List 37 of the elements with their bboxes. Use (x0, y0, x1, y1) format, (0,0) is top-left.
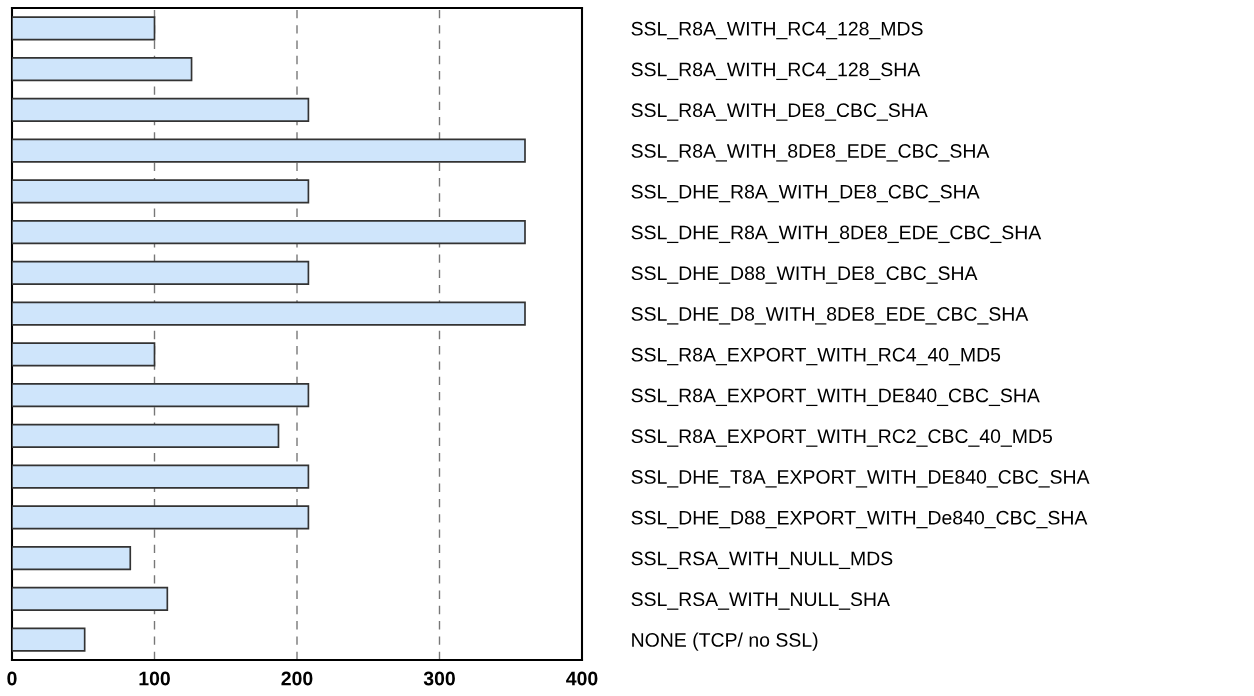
bar (12, 423, 280, 448)
y-tick-label: SSL_R8A_EXPORT_WITH_RC2_CBC_40_MD5 (631, 429, 1052, 447)
bar (12, 260, 310, 285)
y-tick-label: SSL_DHE_D8_WITH_8DE8_EDE_CBC_SHA (631, 307, 1029, 325)
bar (12, 179, 310, 204)
y-tick-label: SSL_RSA_WITH_NULL_MDS (631, 551, 893, 570)
bar (12, 505, 310, 530)
y-tick-label: SSL_RSA_WITH_NULL_SHA (631, 592, 890, 610)
bar (12, 627, 86, 652)
x-tick-label: 100 (139, 671, 170, 686)
x-tick-label: 200 (281, 671, 313, 686)
y-tick-label: SSL_DHE_T8A_EXPORT_WITH_DE840_CBC_SHA (631, 470, 1090, 488)
bar (12, 383, 310, 408)
x-tick-label: 0 (7, 671, 17, 686)
bar (12, 301, 526, 326)
y-tick-label: SSL_DHE_D88_EXPORT_WITH_De840_CBC_SHA (631, 510, 1088, 529)
bar (12, 546, 132, 571)
x-tick-label: 300 (423, 671, 455, 686)
y-tick-label: SSL_R8A_WITH_8DE8_EDE_CBC_SHA (631, 144, 990, 162)
y-tick-label: SSL_R8A_WITH_RC4_128_MDS (631, 21, 923, 40)
bar (12, 586, 169, 611)
y-tick-label: SSL_DHE_D88_WITH_DE8_CBC_SHA (631, 266, 978, 284)
y-tick-label: NONE (TCP/ no SSL) (632, 632, 818, 651)
bar (12, 97, 310, 122)
bar (12, 57, 193, 82)
bar (12, 220, 526, 245)
y-tick-label: SSL_DHE_R8A_WITH_8DE8_EDE_CBC_SHA (631, 225, 1042, 244)
bar (12, 16, 156, 41)
y-tick-label: SSL_R8A_EXPORT_WITH_DE840_CBC_SHA (631, 388, 1040, 407)
y-tick-label: SSL_DHE_R8A_WITH_DE8_CBC_SHA (631, 184, 980, 203)
y-tick-label: SSL_R8A_WITH_DE8_CBC_SHA (631, 103, 928, 121)
bar (12, 464, 310, 489)
bar (12, 138, 526, 163)
bar (12, 342, 156, 367)
y-tick-label: SSL_R8A_WITH_RC4_128_SHA (631, 62, 921, 81)
x-tick-label: 400 (566, 671, 598, 686)
y-tick-label: SSL_R8A_EXPORT_WITH_RC4_40_MD5 (631, 347, 1001, 366)
